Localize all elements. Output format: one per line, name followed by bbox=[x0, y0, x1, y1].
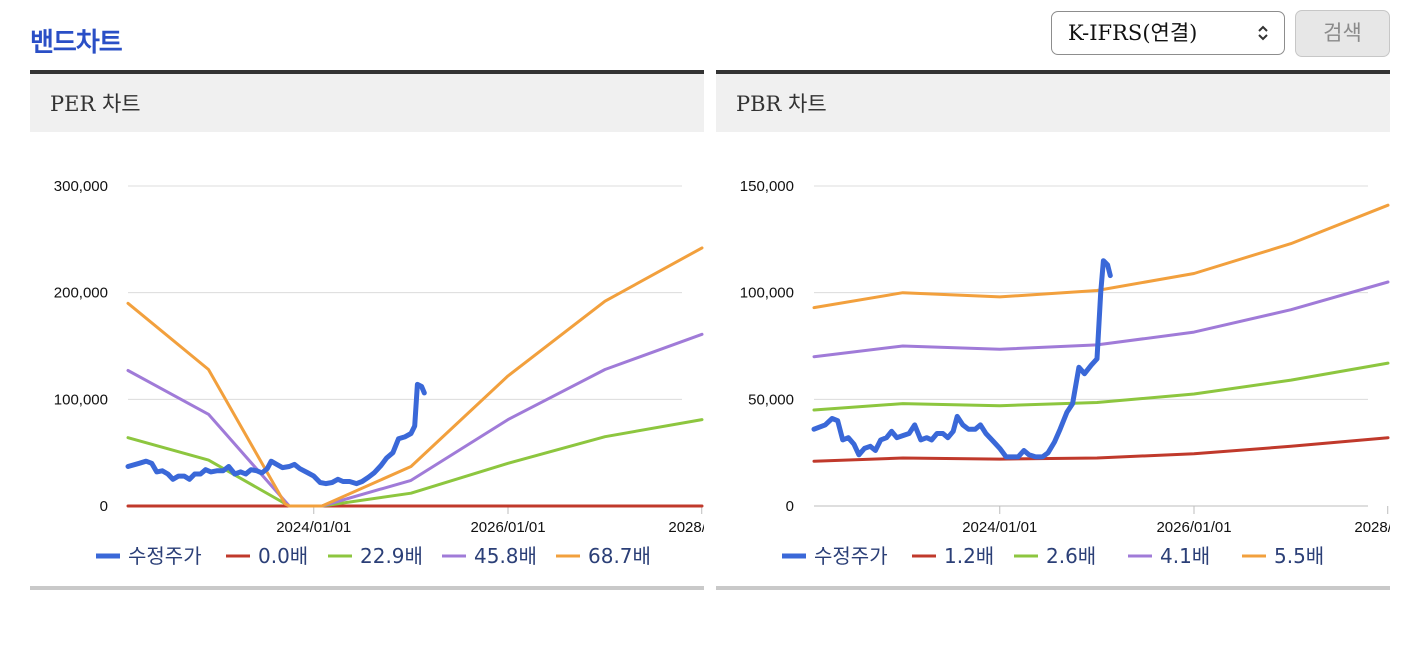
series-line-3 bbox=[126, 332, 704, 508]
legend-item[interactable]: 45.8배 bbox=[442, 544, 537, 568]
legend-item[interactable]: 5.5배 bbox=[1242, 544, 1324, 568]
legend-item[interactable]: 0.0배 bbox=[226, 544, 308, 568]
series-line-2 bbox=[126, 418, 704, 508]
accounting-standard-select[interactable]: K-IFRS(연결) bbox=[1051, 11, 1285, 55]
legend-item[interactable]: 4.1배 bbox=[1128, 544, 1210, 568]
x-tick-label: 2028/01/0 bbox=[1354, 519, 1390, 536]
series-line-4 bbox=[812, 203, 1390, 310]
legend-item[interactable]: 22.9배 bbox=[328, 544, 423, 568]
per-panel-bottom-border bbox=[30, 586, 704, 590]
x-tick-label: 2024/01/01 bbox=[962, 519, 1037, 536]
legend-label: 2.6배 bbox=[1046, 544, 1096, 568]
legend-label: 수정주가 bbox=[814, 544, 888, 568]
legend-item[interactable]: 68.7배 bbox=[556, 544, 651, 568]
y-tick-label: 300,000 bbox=[54, 178, 108, 195]
y-tick-label: 0 bbox=[786, 498, 794, 515]
x-tick-label: 2026/01/01 bbox=[470, 519, 545, 536]
pbr-chart: 150,000 100,000 50,000 0 2024/01/01 2026/01/0… bbox=[740, 178, 1390, 568]
x-tick-label: 2026/01/01 bbox=[1156, 519, 1231, 536]
select-value: K-IFRS(연결) bbox=[1068, 21, 1198, 45]
series-line-4 bbox=[126, 246, 704, 508]
pbr-chart-title: PBR 차트 bbox=[716, 70, 1390, 132]
legend-label: 1.2배 bbox=[944, 544, 994, 568]
per-chart: 300,000 200,000 100,000 0 2024/01/01 2026/01/… bbox=[54, 178, 704, 568]
legend-label: 5.5배 bbox=[1274, 544, 1324, 568]
select-chevron-icon bbox=[1256, 12, 1270, 54]
legend-item[interactable]: 1.2배 bbox=[912, 544, 994, 568]
legend-item[interactable]: 수정주가 bbox=[96, 544, 202, 568]
y-tick-label: 200,000 bbox=[54, 285, 108, 302]
series-line-0 bbox=[125, 381, 427, 487]
legend-label: 45.8배 bbox=[474, 544, 537, 568]
legend-item[interactable]: 2.6배 bbox=[1014, 544, 1096, 568]
y-tick-label: 150,000 bbox=[740, 178, 794, 195]
legend-label: 68.7배 bbox=[588, 544, 651, 568]
pbr-panel-bottom-border bbox=[716, 586, 1390, 590]
series-line-1 bbox=[812, 436, 1390, 463]
y-tick-label: 50,000 bbox=[748, 391, 794, 408]
series-line-0 bbox=[811, 258, 1113, 460]
legend-label: 수정주가 bbox=[128, 544, 202, 568]
legend-label: 22.9배 bbox=[360, 544, 423, 568]
series-line-2 bbox=[812, 361, 1390, 412]
legend-label: 0.0배 bbox=[258, 544, 308, 568]
legend-label: 4.1배 bbox=[1160, 544, 1210, 568]
page-title: 밴드차트 bbox=[30, 28, 123, 58]
y-tick-label: 100,000 bbox=[740, 285, 794, 302]
y-tick-label: 0 bbox=[100, 498, 108, 515]
per-chart-panel: PER 차트 300,000 200,000 100,000 0 2024/01/01 2… bbox=[30, 70, 704, 590]
search-button[interactable]: 검색 bbox=[1295, 10, 1390, 57]
legend-item[interactable]: 수정주가 bbox=[782, 544, 888, 568]
pbr-chart-panel: PBR 차트 150,000 100,000 50,000 0 2024/01/01 20… bbox=[716, 70, 1390, 590]
y-tick-label: 100,000 bbox=[54, 391, 108, 408]
x-tick-label: 2024/01/01 bbox=[276, 519, 351, 536]
per-chart-title: PER 차트 bbox=[30, 70, 704, 132]
x-tick-label: 2028/01/0 bbox=[668, 519, 704, 536]
